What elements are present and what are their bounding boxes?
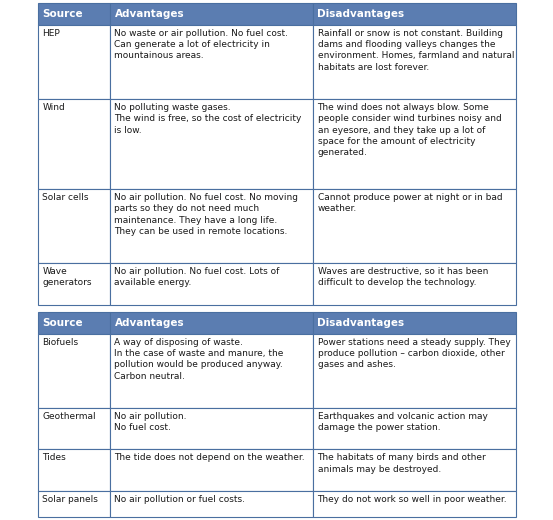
Text: Solar panels: Solar panels (43, 495, 98, 504)
Text: No waste or air pollution. No fuel cost.
Can generate a lot of electricity in
mo: No waste or air pollution. No fuel cost.… (114, 29, 289, 60)
Text: The tide does not depend on the weather.: The tide does not depend on the weather. (114, 453, 305, 462)
Bar (109, 491, 312, 517)
Text: Source: Source (43, 9, 83, 19)
Bar (312, 491, 515, 517)
Bar (312, 312, 515, 333)
Bar (312, 24, 515, 99)
Bar (312, 333, 515, 408)
Text: Wind: Wind (43, 102, 65, 112)
Bar (38, 312, 109, 333)
Text: No air pollution or fuel costs.: No air pollution or fuel costs. (114, 495, 246, 504)
Bar (38, 3, 109, 24)
Text: Biofuels: Biofuels (43, 337, 79, 346)
Bar (38, 24, 109, 99)
Text: Waves are destructive, so it has been
difficult to develop the technology.: Waves are destructive, so it has been di… (317, 267, 488, 288)
Bar (109, 333, 312, 408)
Text: Source: Source (43, 318, 83, 328)
Bar (312, 263, 515, 305)
Bar (38, 99, 109, 189)
Bar (109, 408, 312, 449)
Bar (109, 263, 312, 305)
Text: Solar cells: Solar cells (43, 193, 89, 202)
Bar (109, 312, 312, 333)
Bar (109, 3, 312, 24)
Bar (38, 263, 109, 305)
Bar (38, 333, 109, 408)
Text: No air pollution. No fuel cost. No moving
parts so they do not need much
mainten: No air pollution. No fuel cost. No movin… (114, 193, 299, 236)
Bar (38, 449, 109, 491)
Text: Power stations need a steady supply. They
produce pollution – carbon dioxide, ot: Power stations need a steady supply. The… (317, 337, 510, 369)
Text: Tides: Tides (43, 453, 66, 462)
Text: No polluting waste gases.
The wind is free, so the cost of electricity
is low.: No polluting waste gases. The wind is fr… (114, 102, 302, 135)
Text: The wind does not always blow. Some
people consider wind turbines noisy and
an e: The wind does not always blow. Some peop… (317, 102, 501, 158)
Bar (109, 449, 312, 491)
Text: Advantages: Advantages (114, 9, 184, 19)
Text: HEP: HEP (43, 29, 60, 37)
Text: Rainfall or snow is not constant. Building
dams and flooding valleys changes the: Rainfall or snow is not constant. Buildi… (317, 29, 514, 72)
Bar (312, 99, 515, 189)
Bar (312, 3, 515, 24)
Text: Geothermal: Geothermal (43, 412, 96, 421)
Text: A way of disposing of waste.
In the case of waste and manure, the
pollution woul: A way of disposing of waste. In the case… (114, 337, 284, 381)
Bar (38, 189, 109, 263)
Text: Advantages: Advantages (114, 318, 184, 328)
Text: They do not work so well in poor weather.: They do not work so well in poor weather… (317, 495, 507, 504)
Text: Disadvantages: Disadvantages (317, 318, 405, 328)
Bar (109, 99, 312, 189)
Text: Earthquakes and volcanic action may
damage the power station.: Earthquakes and volcanic action may dama… (317, 412, 487, 432)
Text: No air pollution. No fuel cost. Lots of
available energy.: No air pollution. No fuel cost. Lots of … (114, 267, 280, 288)
Bar (38, 491, 109, 517)
Bar (312, 449, 515, 491)
Bar (312, 189, 515, 263)
Text: Wave
generators: Wave generators (43, 267, 92, 288)
Text: Cannot produce power at night or in bad
weather.: Cannot produce power at night or in bad … (317, 193, 502, 213)
Bar (109, 189, 312, 263)
Bar (312, 408, 515, 449)
Bar (38, 408, 109, 449)
Text: Disadvantages: Disadvantages (317, 9, 405, 19)
Text: No air pollution.
No fuel cost.: No air pollution. No fuel cost. (114, 412, 187, 432)
Bar (109, 24, 312, 99)
Text: The habitats of many birds and other
animals may be destroyed.: The habitats of many birds and other ani… (317, 453, 486, 474)
